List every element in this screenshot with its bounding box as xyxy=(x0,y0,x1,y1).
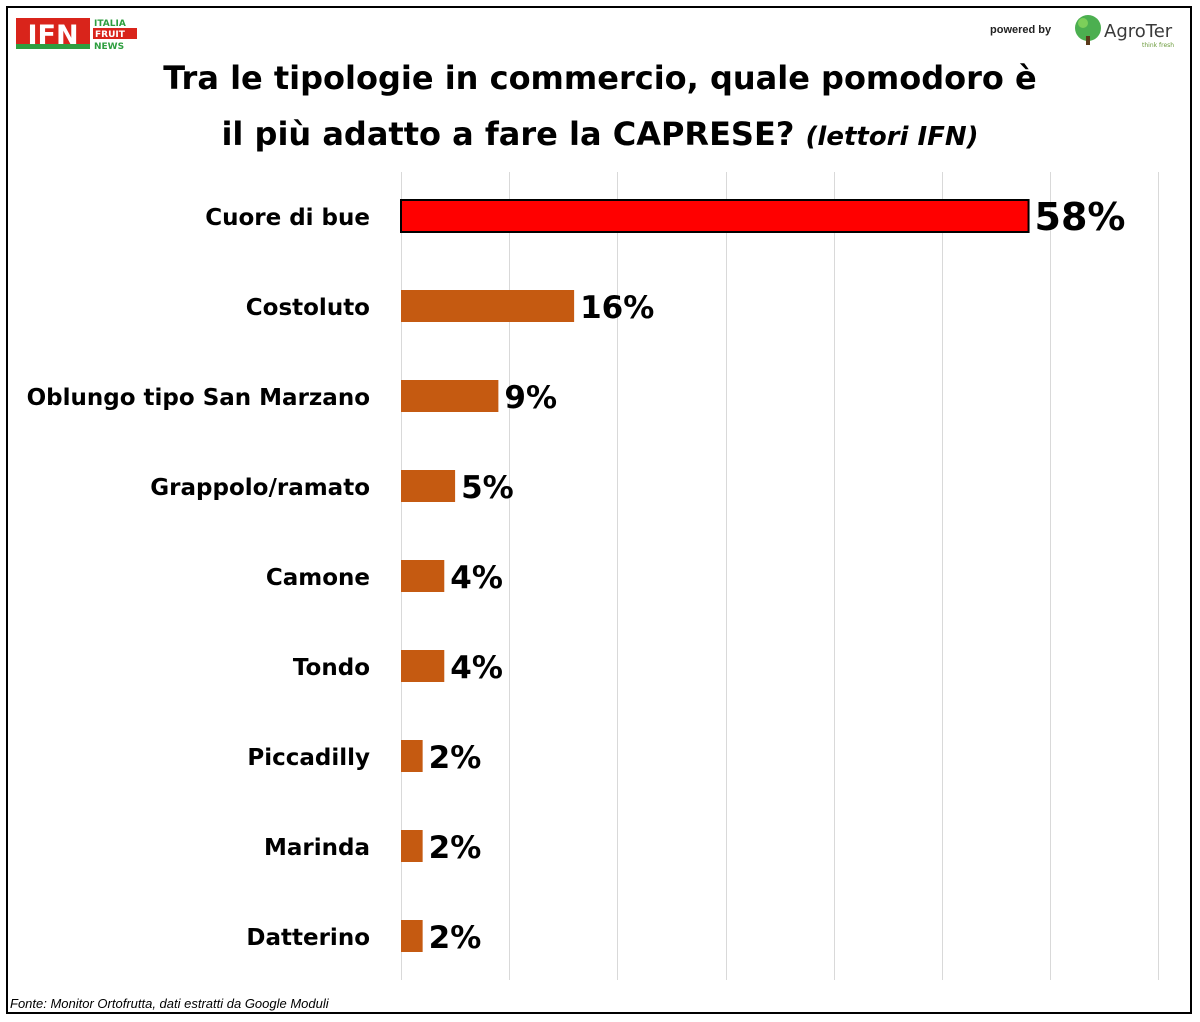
powered-by-label: powered by xyxy=(990,24,1052,36)
ifn-logo-word: IFN xyxy=(27,20,78,51)
category-label: Oblungo tipo San Marzano xyxy=(27,385,370,411)
ifn-logo-line-3: NEWS xyxy=(94,42,124,52)
source-note: Fonte: Monitor Ortofrutta, dati estratti… xyxy=(10,996,329,1011)
chart-frame xyxy=(6,6,1192,1014)
category-label: Cuore di bue xyxy=(205,205,370,231)
category-label: Grappolo/ramato xyxy=(150,475,370,501)
category-label: Datterino xyxy=(246,925,370,951)
chart-title-suffix: (lettori IFN) xyxy=(805,122,979,152)
data-label: 9% xyxy=(504,380,557,416)
ifn-logo: IFN ITALIA FRUIT NEWS xyxy=(16,18,137,52)
ifn-logo-red-panel xyxy=(16,18,90,48)
bar-oblungo-tipo-san-marzano xyxy=(401,380,499,412)
data-label: 4% xyxy=(450,650,503,686)
bar-piccadilly xyxy=(401,740,423,772)
agroter-tagline: think fresh xyxy=(1142,42,1174,49)
bar-cuore-di-bue xyxy=(400,199,1030,233)
chart-title-main: il più adatto a fare la CAPRESE? xyxy=(221,115,795,153)
bar-camone xyxy=(401,560,445,592)
data-label: 2% xyxy=(429,740,482,776)
data-label: 5% xyxy=(461,470,514,506)
data-label: 2% xyxy=(429,920,482,956)
chart-title-line-2: il più adatto a fare la CAPRESE? (lettor… xyxy=(0,114,1200,157)
category-label: Camone xyxy=(266,565,370,591)
bar-costoluto xyxy=(401,290,575,322)
agroter-tree-highlight xyxy=(1078,18,1088,28)
agroter-brand: AgroTer xyxy=(1104,21,1173,42)
ifn-logo-fruit-band xyxy=(93,28,137,39)
agroter-tree-trunk xyxy=(1086,36,1090,45)
category-label: Marinda xyxy=(264,835,370,861)
data-label: 16% xyxy=(580,290,654,326)
chart-title-line-1: Tra le tipologie in commercio, quale pom… xyxy=(163,59,1037,97)
bar-marinda xyxy=(401,830,423,862)
ifn-logo-green-stripe xyxy=(16,44,90,49)
data-label: 58% xyxy=(1035,195,1126,239)
labels-layer: Cuore di bue 58% Costoluto 16% Oblungo tipo … xyxy=(27,195,1126,956)
ifn-logo-line-1: ITALIA xyxy=(94,19,126,29)
ifn-logo-line-2: FRUIT xyxy=(95,30,126,40)
category-label: Piccadilly xyxy=(247,745,370,771)
data-label: 2% xyxy=(429,830,482,866)
data-label: 4% xyxy=(450,560,503,596)
bar-datterino xyxy=(401,920,423,952)
category-label: Costoluto xyxy=(246,295,370,321)
agroter-logo: AgroTer think fresh xyxy=(1075,15,1174,49)
category-label: Tondo xyxy=(293,655,370,681)
bars-layer xyxy=(400,199,1030,952)
bar-tondo xyxy=(401,650,445,682)
bar-grappolo-ramato xyxy=(401,470,456,502)
